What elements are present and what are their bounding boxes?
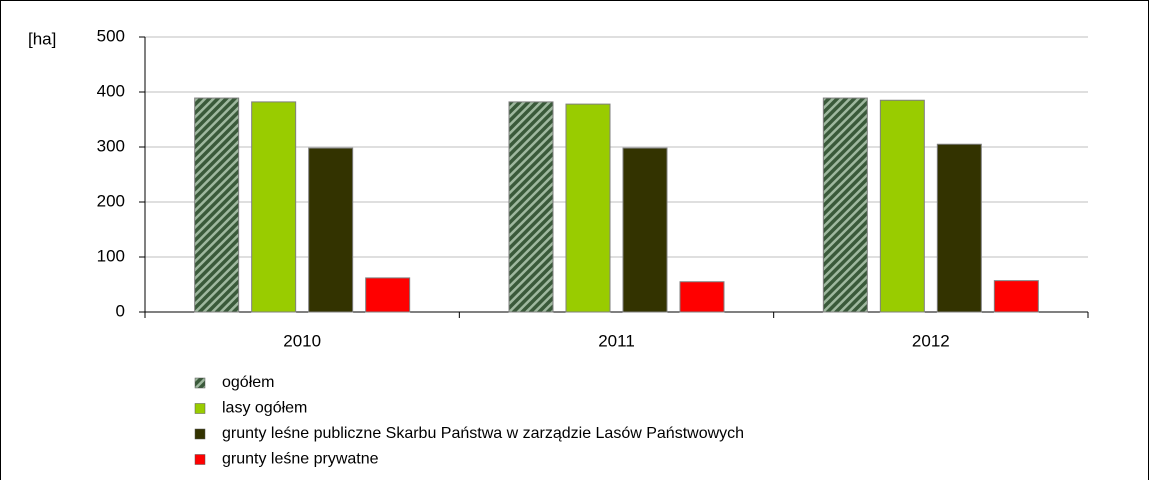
y-tick-label: 0 bbox=[116, 301, 125, 320]
x-tick-label: 2012 bbox=[912, 331, 950, 350]
legend-label: ogółem bbox=[222, 374, 274, 391]
bar bbox=[936, 143, 982, 313]
bar bbox=[194, 97, 240, 313]
legend-label: grunty leśne publiczne Skarbu Państwa w … bbox=[222, 425, 744, 442]
bar bbox=[308, 147, 354, 313]
bar bbox=[508, 101, 554, 313]
x-tick-label: 2010 bbox=[283, 331, 321, 350]
bar bbox=[822, 97, 868, 313]
bar bbox=[679, 281, 725, 313]
legend-swatch bbox=[194, 403, 206, 414]
y-tick-label: 500 bbox=[97, 26, 125, 45]
bar bbox=[565, 103, 611, 313]
y-tick-label: 200 bbox=[97, 191, 125, 210]
bar bbox=[365, 277, 411, 313]
legend-swatch bbox=[194, 377, 206, 389]
x-tick-label: 2011 bbox=[598, 331, 635, 350]
y-axis-label: [ha] bbox=[28, 29, 56, 48]
legend-label: grunty leśne prywatne bbox=[222, 451, 379, 468]
legend-label: lasy ogółem bbox=[222, 400, 307, 417]
bar bbox=[251, 101, 297, 313]
y-tick-label: 400 bbox=[97, 81, 125, 100]
bar bbox=[993, 280, 1039, 313]
y-tick-label: 300 bbox=[97, 136, 125, 155]
y-tick-label: 100 bbox=[97, 246, 125, 265]
legend-swatch bbox=[194, 454, 206, 465]
legend-swatch bbox=[194, 428, 206, 440]
bar bbox=[622, 147, 668, 313]
bar bbox=[879, 99, 925, 313]
